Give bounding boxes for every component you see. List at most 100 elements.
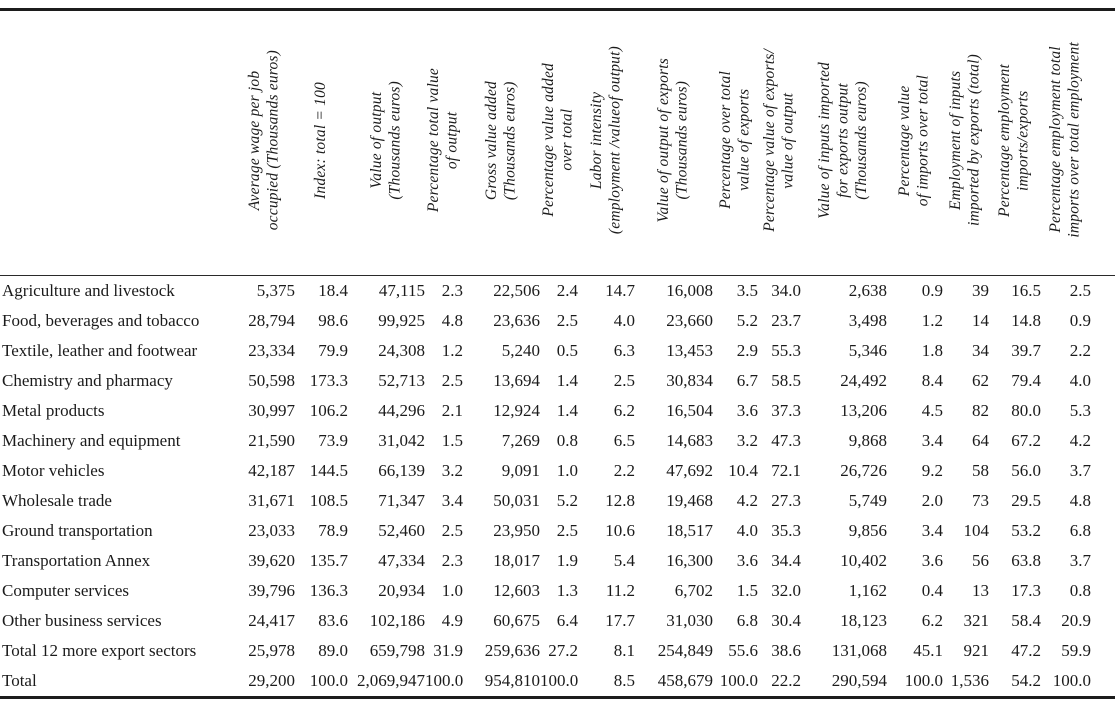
value-cell: 72.1 (771, 461, 801, 480)
value-cell: 23,636 (493, 311, 540, 330)
value-cell: 23.7 (771, 311, 801, 330)
value-cell: 12,603 (493, 581, 540, 600)
sector-label: Computer services (2, 581, 129, 600)
column-header: Value of output (Thousands euros) (348, 9, 425, 276)
value-cell: 0.9 (1069, 311, 1091, 330)
value-cell: 4.8 (441, 311, 463, 330)
value-cell: 66,139 (378, 461, 425, 480)
value-cell: 39,796 (248, 581, 295, 600)
column-header-text: Gross value added (Thousands euros) (482, 80, 519, 200)
value-cell: 3.2 (736, 431, 758, 450)
value-cell: 14 (972, 311, 989, 330)
value-cell: 136.3 (309, 581, 348, 600)
value-cell: 18,123 (840, 611, 887, 630)
value-cell: 56 (972, 551, 989, 570)
value-cell: 22.2 (771, 671, 801, 690)
value-cell: 100.0 (309, 671, 348, 690)
column-header: Value of inputs imported for exports out… (801, 9, 887, 276)
table-row: Computer services 39,796 136.3 20,934 1.0 12,… (0, 576, 1115, 606)
value-cell: 38.6 (771, 641, 801, 660)
value-cell: 1.0 (441, 581, 463, 600)
value-cell: 1.5 (736, 581, 758, 600)
value-cell: 5.2 (736, 311, 758, 330)
value-cell: 16,504 (666, 401, 713, 420)
value-cell: 99,925 (378, 311, 425, 330)
column-header-text: Percentage over total value of exports (716, 71, 753, 210)
value-cell: 1,536 (950, 671, 989, 690)
value-cell: 9,856 (848, 521, 887, 540)
value-cell: 71,347 (378, 491, 425, 510)
value-cell: 58.4 (1011, 611, 1041, 630)
table-row: Transportation Annex 39,620 135.7 47,334 2.3… (0, 546, 1115, 576)
value-cell: 5,346 (848, 341, 887, 360)
value-cell: 108.5 (309, 491, 348, 510)
value-cell: 8.5 (613, 671, 635, 690)
value-cell: 290,594 (831, 671, 887, 690)
value-cell: 24,417 (248, 611, 295, 630)
sector-label: Ground transportation (2, 521, 153, 540)
column-header: Value of output of exports (Thousands eu… (635, 9, 713, 276)
value-cell: 10.4 (728, 461, 758, 480)
corner-header (0, 9, 235, 276)
value-cell: 6.4 (556, 611, 578, 630)
value-cell: 79.4 (1011, 371, 1041, 390)
value-cell: 5,375 (256, 281, 295, 300)
table-row: Chemistry and pharmacy 50,598 173.3 52,713 2… (0, 366, 1115, 396)
value-cell: 23,033 (248, 521, 295, 540)
value-cell: 18.4 (318, 281, 348, 300)
value-cell: 0.4 (921, 581, 943, 600)
column-header-text: Percentage value added over total (540, 63, 576, 217)
value-cell: 20.9 (1061, 611, 1091, 630)
value-cell: 78.9 (318, 521, 348, 540)
table-row: Metal products 30,997 106.2 44,296 2.1 12,924… (0, 396, 1115, 426)
value-cell: 79.9 (318, 341, 348, 360)
value-cell: 4.9 (441, 611, 463, 630)
value-cell: 6.2 (613, 401, 635, 420)
value-cell: 7,269 (501, 431, 540, 450)
value-cell: 5,240 (501, 341, 540, 360)
value-cell: 659,798 (369, 641, 425, 660)
value-cell: 39 (972, 281, 989, 300)
value-cell: 144.5 (309, 461, 348, 480)
value-cell: 1,162 (848, 581, 887, 600)
table-row: Total 12 more export sectors 25,978 89.0 65… (0, 636, 1115, 666)
value-cell: 131,068 (831, 641, 887, 660)
value-cell: 16.5 (1011, 281, 1041, 300)
value-cell: 47,334 (378, 551, 425, 570)
value-cell: 2.5 (441, 371, 463, 390)
table-row: Total 29,200 100.0 2,069,947 100.0 954,810 100… (0, 666, 1115, 698)
value-cell: 9,091 (501, 461, 540, 480)
value-cell: 30.4 (771, 611, 801, 630)
value-cell: 27.3 (771, 491, 801, 510)
value-cell: 53.2 (1011, 521, 1041, 540)
value-cell: 2.2 (613, 461, 635, 480)
table-row: Food, beverages and tobacco 28,794 98.6 99,… (0, 306, 1115, 336)
value-cell: 2.5 (441, 521, 463, 540)
column-header: Percentage total value of output (425, 9, 463, 276)
sector-label: Total (2, 671, 37, 690)
value-cell: 2.2 (1069, 341, 1091, 360)
column-header-text: Percentage total value of output (425, 68, 461, 213)
value-cell: 3.2 (441, 461, 463, 480)
value-cell: 31.9 (433, 641, 463, 660)
value-cell: 104 (963, 521, 990, 540)
value-cell: 21,590 (248, 431, 295, 450)
column-header: Index: total = 100 (295, 9, 348, 276)
value-cell: 2.3 (441, 551, 463, 570)
value-cell: 55.6 (728, 641, 758, 660)
value-cell: 2.1 (441, 401, 463, 420)
value-cell: 6.8 (736, 611, 758, 630)
sector-label: Wholesale trade (2, 491, 112, 510)
value-cell: 4.0 (1069, 371, 1091, 390)
value-cell: 100.0 (425, 671, 464, 690)
value-cell: 3.6 (921, 551, 943, 570)
value-cell: 5.3 (1069, 401, 1091, 420)
value-cell: 82 (972, 401, 989, 420)
value-cell: 4.0 (736, 521, 758, 540)
value-cell: 47.2 (1011, 641, 1041, 660)
value-cell: 22,506 (493, 281, 540, 300)
value-cell: 44,296 (378, 401, 425, 420)
value-cell: 16,008 (666, 281, 713, 300)
value-cell: 23,660 (666, 311, 713, 330)
value-cell: 20,934 (378, 581, 425, 600)
